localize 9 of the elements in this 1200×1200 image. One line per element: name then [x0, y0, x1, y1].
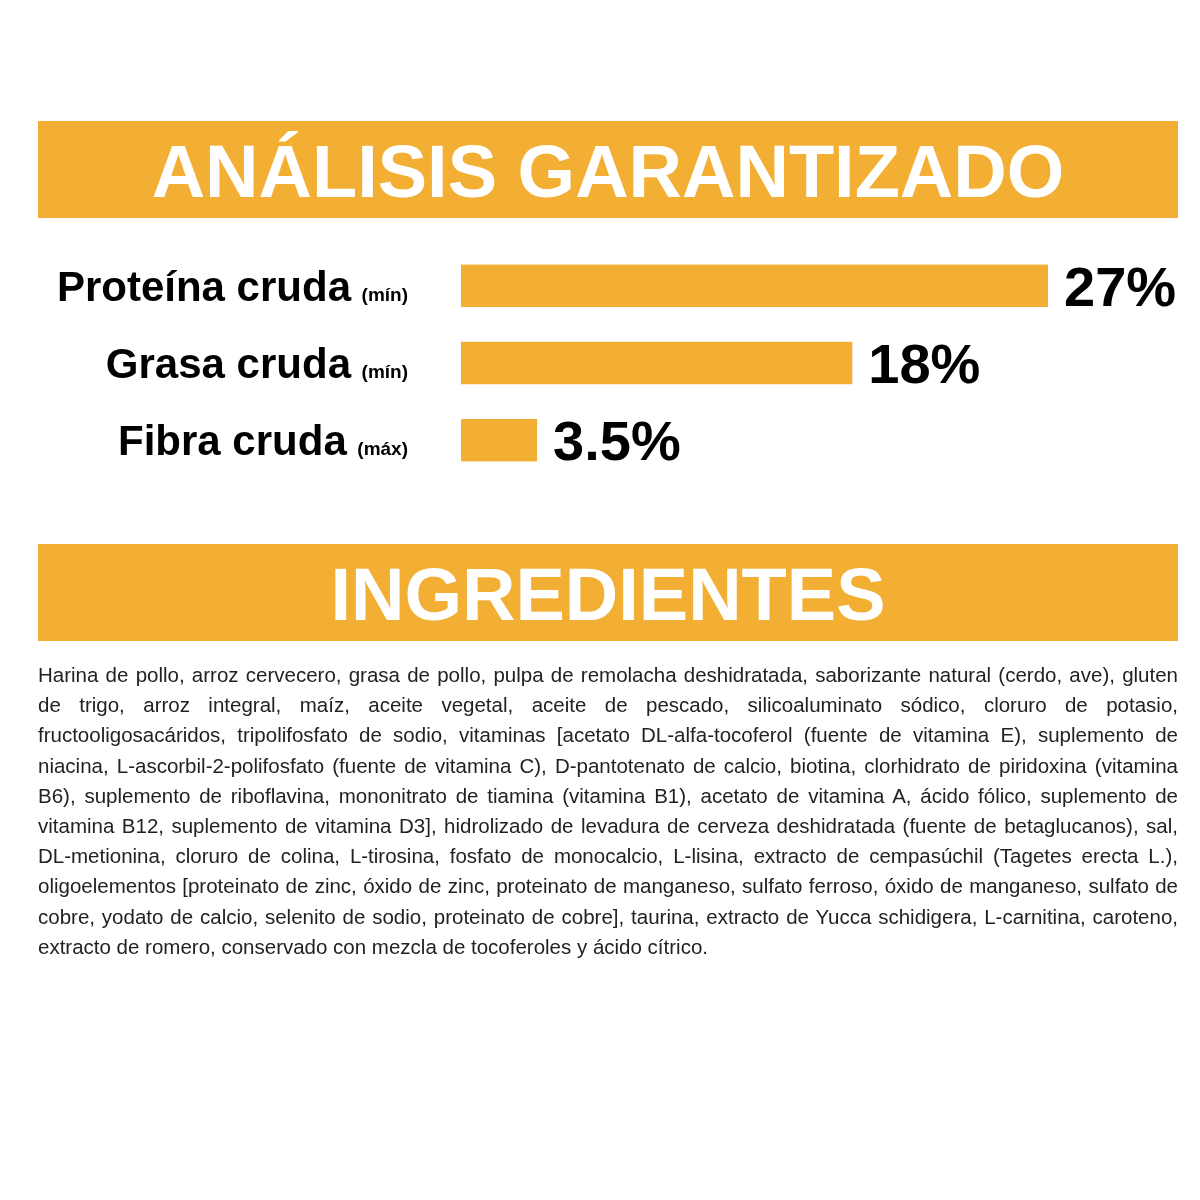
- data-label: 27%: [1064, 254, 1177, 318]
- y-tick-label: Proteína cruda (mín): [56, 262, 408, 310]
- y-tick-label: Grasa cruda (mín): [105, 340, 408, 387]
- data-label: 3.5%: [553, 409, 681, 473]
- chart-title: ANÁLISIS GARANTIZADO: [151, 130, 1065, 213]
- text: Harina de pollo, arroz cervecero, grasa de pollo, pulpa de remolacha deshidratada, saborizante natural (cerdo, ave), gluten de trigo, arroz integral, maíz, aceite vegetal, aceite de pescado, silicoaluminato sódico, cloruro de potasio, fructooligosacáridos, tripolifosfato de sodio, vitaminas [acetato DL-alfa-tocoferol (fuente de vitamina E), suplemento de niacina, L-ascorbil-2-polifosfato (fuente de vitamina C), D-pantotenato de calcio, biotina, clorhidrato de piridoxina (vitamina B6), suplemento de riboflavina, mononitrato de tiamina (vitamina B1), acetato de vitamina A, ácido fólico, suplemento de vitamina B12, suplemento de vitamina D3], hidrolizado de levadura de cerveza deshidratada (fuente de betaglucanos), sal, DL-metionina, cloruro de colina, L-tirosina, fosfato de monocalcio, L-lisina, extracto de cempasúchil (Tagetes erecta L.), oligoelementos [proteinato de zinc, óxido de zinc, proteinato de manganeso, sulfato ferroso, óxido de manganeso, sulfato de cobre, yodato de calcio, selenito de sodio, proteinato de cobre], taurina, extracto de Yucca schidigera, L-carnitina, caroteno, extracto de romero, conservado con mezcla de tocoferoles y ácido cítrico.: [38, 663, 1178, 958]
- data-label: 18%: [868, 332, 981, 395]
- y-tick-label: Fibra cruda (máx): [118, 417, 408, 465]
- text: INGREDIENTES: [330, 553, 886, 636]
